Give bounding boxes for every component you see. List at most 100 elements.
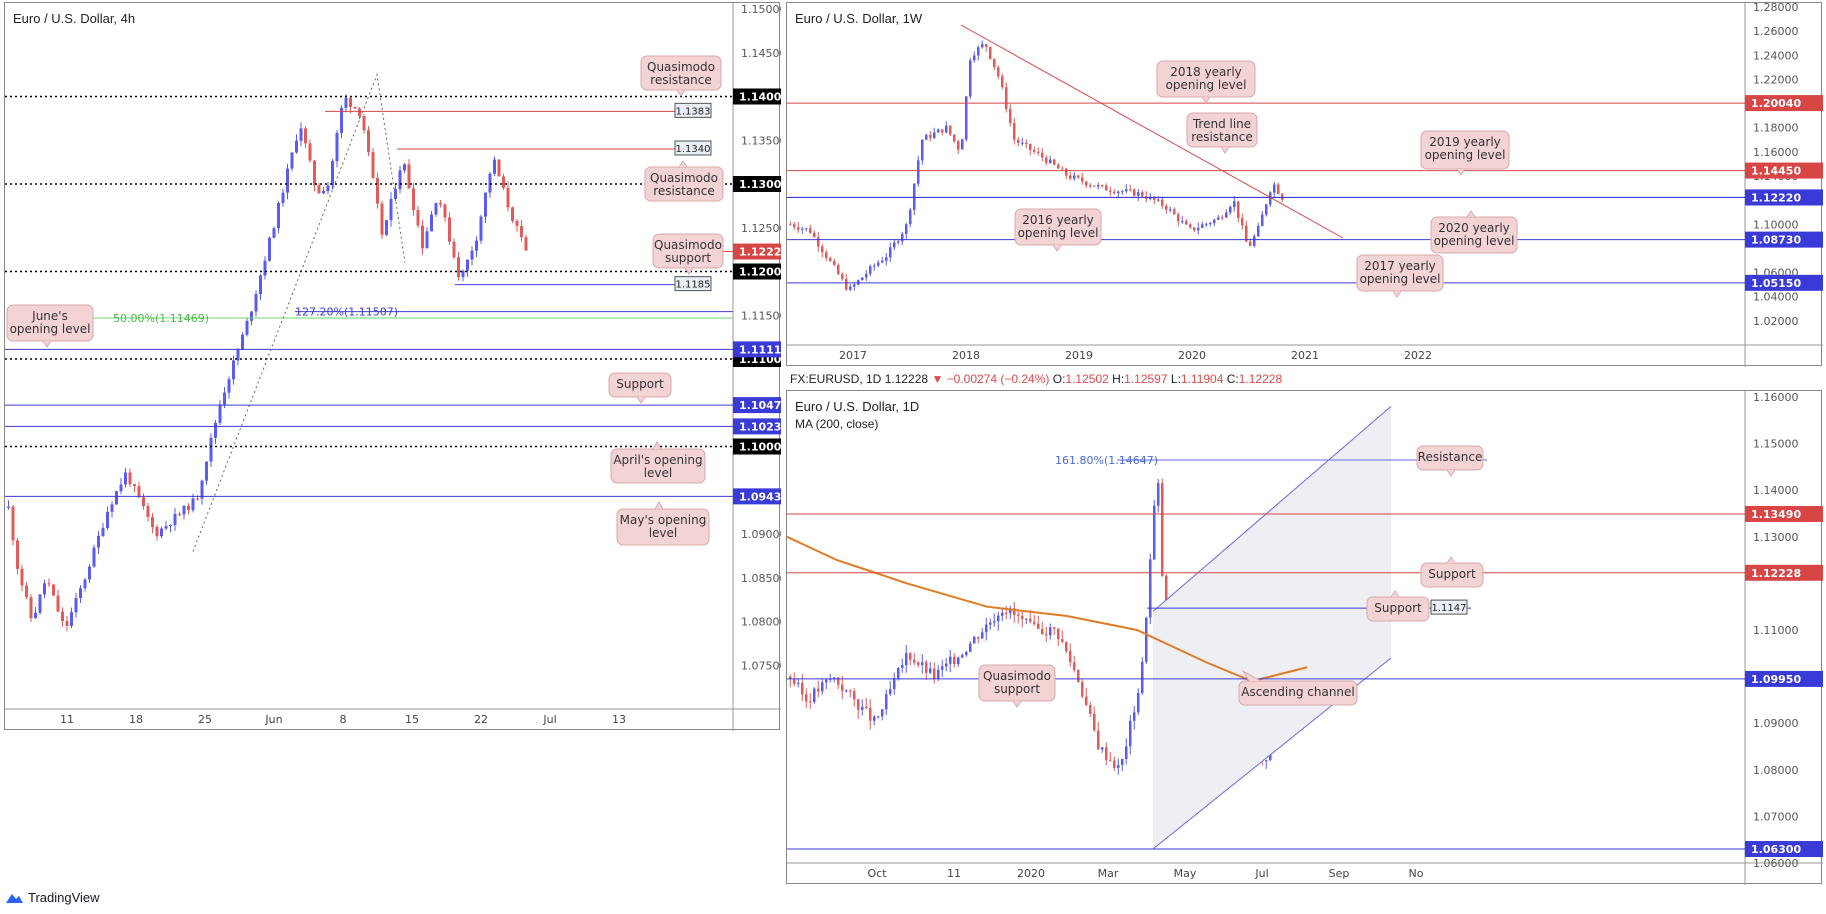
candle-body	[937, 669, 940, 679]
candle-body	[1041, 628, 1044, 635]
candle-body	[385, 220, 388, 235]
y-tick-label: 1.02000	[1753, 315, 1799, 328]
candle-body	[789, 224, 792, 226]
candle-body	[1153, 505, 1156, 560]
candle-body	[933, 132, 936, 138]
candle-body	[191, 498, 195, 511]
candle-body	[254, 294, 258, 312]
candle-body	[173, 513, 177, 526]
h4-chart-panel[interactable]: 1.15000 1.14500 1.13500 1.12500 1.11500 1.090…	[4, 2, 789, 731]
candle-body	[371, 152, 375, 178]
weekly-chart-panel[interactable]: 1.28000 1.26000 1.24000 1.22000 1.18000 1.160…	[786, 1, 1823, 367]
candle-body	[1201, 224, 1204, 228]
candle-body	[1049, 627, 1052, 636]
candle-body	[909, 653, 912, 660]
annotation-2016-pointer	[1052, 244, 1062, 252]
candle-body	[196, 498, 199, 500]
candle-body	[146, 506, 150, 518]
candle-body	[1033, 621, 1036, 624]
candle-body	[83, 579, 87, 589]
candle-body	[137, 486, 141, 498]
daily-chart-svg[interactable]: 1.160001.150001.140001.130001.110001.100…	[786, 391, 1823, 885]
candle-body	[182, 505, 186, 515]
candle-body	[1021, 615, 1024, 619]
tradingview-brand: TradingView	[28, 890, 100, 905]
annotation-2017-pointer	[1392, 290, 1402, 298]
candle-body	[506, 187, 510, 208]
candle-body	[849, 286, 852, 290]
price-tag-label: 1.09950	[1751, 673, 1801, 686]
annotation-aprils-opening-pointer	[652, 440, 662, 450]
x-tick-label: 2018	[952, 349, 980, 362]
y-tick-label: 1.13000	[1753, 531, 1799, 544]
daily-chart-panel[interactable]: 1.160001.150001.140001.130001.110001.100…	[786, 390, 1823, 885]
candle-body	[349, 97, 352, 107]
candle-body	[1253, 236, 1256, 246]
candle-body	[92, 547, 96, 567]
candle-body	[1165, 205, 1168, 210]
candle-body	[56, 595, 60, 612]
candle-body	[317, 185, 321, 194]
annotation-mays-opening: May's opening	[620, 513, 707, 527]
candle-body	[849, 690, 852, 692]
candle-body	[1069, 175, 1072, 179]
candle-body	[793, 224, 796, 228]
candle-body	[250, 311, 253, 321]
x-tick-label: 25	[198, 713, 212, 726]
candle-body	[1141, 661, 1144, 693]
candle-body	[889, 247, 892, 258]
candle-body	[515, 220, 519, 227]
x-tick-label: 2020	[1017, 867, 1045, 880]
last-price: 1.12228	[884, 372, 929, 386]
candle-body	[1269, 192, 1272, 205]
candle-body	[845, 690, 848, 692]
candle-body	[1161, 199, 1164, 206]
candle-body	[1061, 168, 1064, 170]
candle-body	[1157, 483, 1160, 506]
candle-body	[1265, 204, 1268, 215]
candle-body	[1157, 199, 1160, 201]
candle-body	[295, 140, 298, 153]
candle-body	[969, 60, 972, 97]
annotation-2018: 2018 yearly	[1170, 65, 1242, 79]
candle-body	[1057, 628, 1060, 640]
x-tick-label: Jul	[542, 713, 556, 726]
low-label: L:	[1170, 372, 1181, 386]
candle-body	[1117, 765, 1120, 768]
candle-body	[1061, 639, 1064, 642]
candle-body	[394, 189, 397, 199]
annotation-support: Support	[616, 377, 664, 391]
candle-body	[389, 198, 393, 221]
x-tick-label: Jul	[1254, 867, 1268, 880]
tradingview-footer[interactable]: TradingView	[4, 890, 100, 905]
candle-body	[1185, 221, 1188, 225]
candle-body	[869, 266, 872, 274]
price-tag-bg	[1745, 274, 1823, 291]
candle-body	[232, 360, 235, 380]
candle-body	[973, 636, 976, 644]
candle-body	[304, 128, 307, 144]
tag-1340-box	[674, 140, 712, 156]
price-tag-bg	[1745, 95, 1823, 112]
h4-chart-svg[interactable]: 1.15000 1.14500 1.13500 1.12500 1.11500 1.090…	[5, 3, 789, 731]
tag-1383-box	[674, 102, 712, 118]
weekly-chart-svg[interactable]: 1.28000 1.26000 1.24000 1.22000 1.18000 1.160…	[787, 1, 1823, 367]
candle-body	[263, 260, 267, 276]
candle-body	[1121, 758, 1124, 766]
x-tick-label: Oct	[867, 867, 887, 880]
candle-body	[981, 632, 984, 639]
candle-body	[913, 659, 916, 663]
annotation-mays-opening-pointer	[654, 500, 664, 510]
candle-body	[797, 227, 800, 230]
candle-body	[1025, 142, 1028, 144]
candle-body	[403, 164, 406, 171]
y-tick-label: 1.16000	[1753, 146, 1799, 159]
candle-body	[493, 159, 496, 174]
candle-body	[817, 688, 820, 692]
candle-body	[1021, 142, 1024, 144]
y-tick-label: 1.11500	[741, 309, 781, 322]
candle-body	[965, 96, 968, 140]
candle-body	[1257, 226, 1260, 237]
candle-body	[1109, 190, 1112, 192]
candle-body	[1133, 189, 1136, 196]
